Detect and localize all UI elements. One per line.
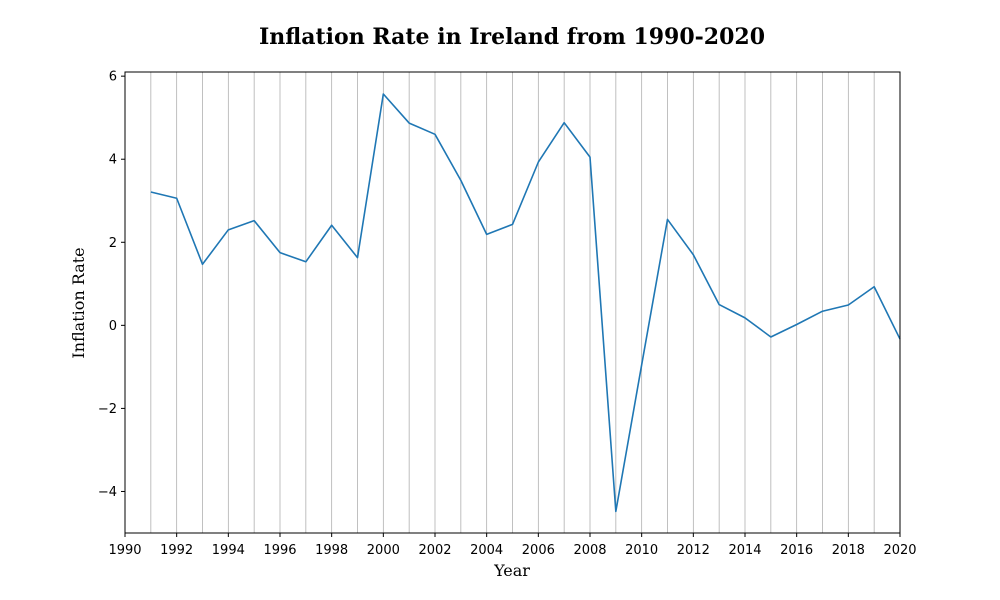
x-tick-label: 2020	[883, 543, 916, 558]
y-tick-label: 0	[109, 319, 117, 334]
y-tick-label: −2	[98, 402, 117, 417]
x-tick-label: 2016	[780, 543, 813, 558]
series-line	[150, 93, 901, 513]
y-tick-label: 4	[109, 153, 117, 168]
y-axis: −4 −2 0 2 4 6	[98, 70, 125, 500]
x-tick-label: 2000	[367, 543, 400, 558]
x-tick-label: 1996	[263, 543, 296, 558]
x-tick-label: 1992	[160, 543, 193, 558]
x-tick-label: 1994	[212, 543, 245, 558]
x-axis: 1990 1992 1994 1996 1998 2000 2002 2004 2006 2008…	[108, 533, 917, 558]
x-tick-label: 2010	[625, 543, 658, 558]
plot-frame	[124, 71, 901, 534]
x-tick-label: 2002	[418, 543, 451, 558]
x-tick-label: 1990	[108, 543, 141, 558]
x-tick-label: 1998	[315, 543, 348, 558]
y-tick-label: 6	[109, 70, 117, 85]
grid-lines	[150, 72, 875, 533]
x-tick-label: 2006	[522, 543, 555, 558]
y-axis-label: Inflation Rate	[69, 247, 88, 358]
x-tick-label: 2004	[470, 543, 503, 558]
chart-title: Inflation Rate in Ireland from 1990-2020	[259, 24, 765, 50]
x-tick-label: 2014	[728, 543, 761, 558]
plot-area	[150, 93, 901, 513]
x-tick-label: 2008	[573, 543, 606, 558]
x-axis-label: Year	[493, 561, 530, 580]
y-tick-label: 2	[109, 236, 117, 251]
y-tick-label: −4	[98, 485, 117, 500]
x-tick-label: 2012	[677, 543, 710, 558]
x-tick-label: 2018	[832, 543, 865, 558]
